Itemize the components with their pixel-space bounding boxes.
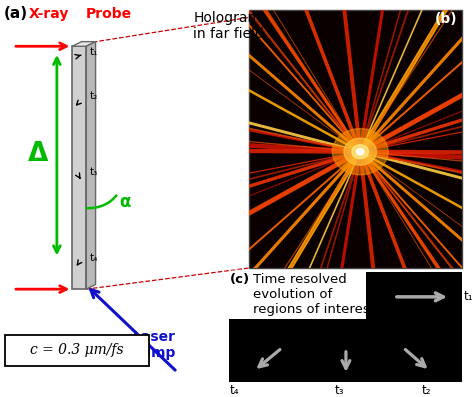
Text: (c) Time resolved
evolution of
regions of interest: (c) Time resolved evolution of regions o… [231,266,244,271]
Circle shape [356,148,364,155]
Text: α: α [119,193,130,211]
Bar [366,272,463,319]
Text: c = 0.3 μm/fs: c = 0.3 μm/fs [30,343,124,357]
Polygon shape [86,42,96,289]
Polygon shape [72,42,96,46]
Text: t₄: t₄ [90,253,98,263]
Text: t₃: t₃ [335,384,344,397]
Bar [249,10,463,268]
Text: Probe: Probe [86,7,132,21]
Text: Laser
Pump: Laser Pump [132,330,176,360]
Text: Time resolved
evolution of
regions of interest: Time resolved evolution of regions of in… [253,273,374,316]
Text: (c): (c) [229,273,249,286]
Text: t₁: t₁ [90,47,98,57]
Bar [229,319,463,382]
Text: t₂: t₂ [90,91,98,101]
Circle shape [344,138,376,165]
Circle shape [352,145,369,159]
Text: X-ray: X-ray [29,7,69,21]
Polygon shape [72,46,86,289]
Text: (b): (b) [435,12,458,26]
Text: t₄: t₄ [229,384,239,397]
Text: t₂: t₂ [422,384,431,397]
Text: t₃: t₃ [90,167,98,177]
Text: t₁: t₁ [464,290,474,303]
Text: (a): (a) [4,6,28,21]
Text: Δ: Δ [28,141,48,167]
Text: Hologram
in far field: Hologram in far field [193,11,264,41]
Circle shape [332,129,388,175]
FancyBboxPatch shape [5,335,149,366]
